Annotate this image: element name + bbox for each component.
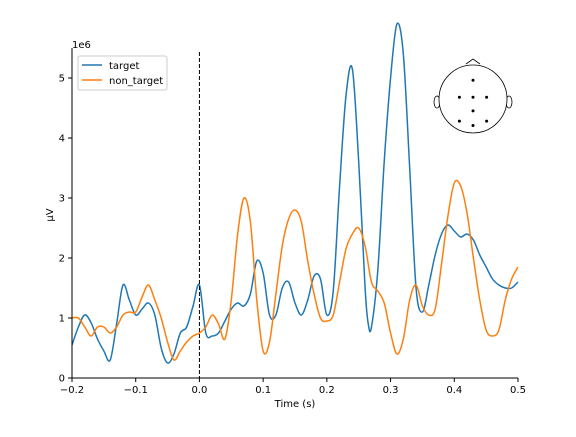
x-tick-label: 0.2	[319, 385, 335, 396]
plot-lines	[71, 22, 519, 364]
x-ticks: −0.2 −0.1 0.0 0.1 0.2 0.3 0.4 0.5	[60, 378, 526, 396]
legend-label-non-target: non_target	[109, 76, 163, 87]
series-line-target	[71, 22, 519, 364]
sensor-dot	[485, 119, 489, 123]
sensor-head-map	[433, 58, 513, 134]
x-tick-label: 0.5	[510, 385, 526, 396]
series-line-non-target	[71, 179, 519, 361]
y-ticks: 0 1 2 3 4 5	[59, 74, 72, 385]
y-scale-label: 1e6	[72, 40, 91, 51]
legend: target non_target	[77, 55, 168, 91]
sensor-dot	[471, 95, 475, 99]
sensor-dot	[471, 109, 475, 113]
y-axis-label: µV	[45, 208, 56, 221]
x-tick-label: 0.0	[191, 385, 207, 396]
x-tick-label: −0.1	[124, 385, 148, 396]
x-axis-label: Time (s)	[274, 399, 316, 410]
y-tick-label: 5	[59, 74, 65, 85]
legend-label-target: target	[109, 61, 139, 72]
x-tick-label: −0.2	[60, 385, 84, 396]
y-tick-label: 1	[59, 314, 65, 325]
x-tick-label: 0.1	[255, 385, 271, 396]
head-nose	[465, 58, 481, 65]
sensor-dot	[485, 95, 489, 99]
sensor-dot	[457, 119, 461, 123]
y-tick-label: 3	[59, 194, 65, 205]
head-outline	[438, 64, 508, 134]
y-tick-label: 0	[59, 374, 65, 385]
x-tick-label: 0.4	[446, 385, 462, 396]
sensor-dot	[471, 78, 475, 82]
x-tick-label: 0.3	[383, 385, 399, 396]
sensor-dot	[457, 95, 461, 99]
sensor-dots	[457, 78, 489, 128]
y-tick-label: 4	[59, 134, 65, 145]
sensor-dot	[471, 124, 475, 128]
y-tick-label: 2	[59, 254, 65, 265]
